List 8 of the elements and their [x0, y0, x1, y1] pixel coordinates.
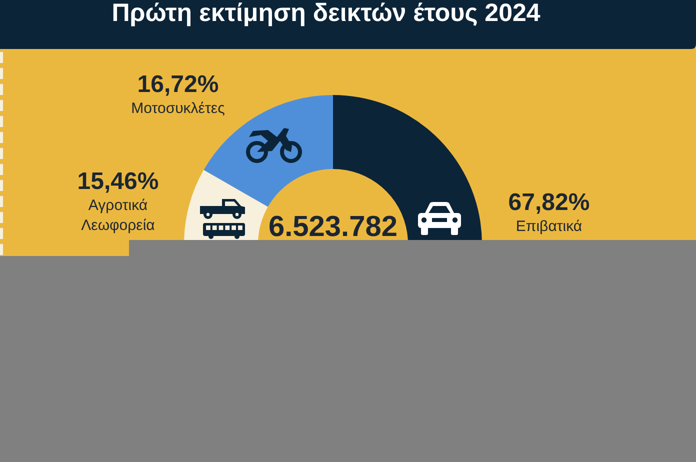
data-label: 16,72% [137, 71, 219, 98]
slice-label: Επιβατικά [516, 218, 582, 235]
slice-label: Μοτοσυκλέτες [131, 100, 225, 117]
text: 6.523.782 [268, 211, 398, 243]
slice-label: Αγροτικά Λεωφορεία [81, 197, 156, 234]
data-label: 15,46% [77, 168, 159, 195]
chart-title: Πρώτη εκτίμηση δεικτών έτους 2024 [112, 0, 540, 27]
data-label: 67,82% [508, 189, 590, 216]
